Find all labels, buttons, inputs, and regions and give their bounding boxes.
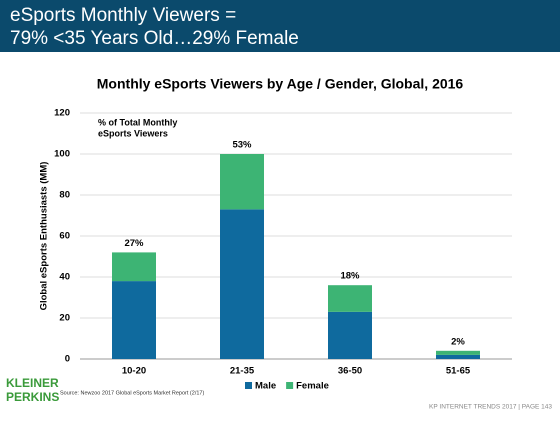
share-label: 53% [232, 140, 252, 151]
annotation: eSports Viewers [98, 128, 168, 138]
bar-segment [112, 252, 156, 282]
bar-segment [436, 354, 480, 359]
y-tick-label: 80 [59, 190, 70, 201]
x-tick-label: 21-35 [230, 366, 255, 377]
bar-segment [112, 281, 156, 359]
bar-segment [328, 285, 372, 312]
logo: KLEINER [6, 376, 59, 390]
legend-label: Male [255, 381, 276, 392]
y-axis-label: Global eSports Enthusiasts (MM) [39, 162, 50, 311]
chart-title: Monthly eSports Viewers by Age / Gender,… [97, 76, 464, 92]
y-tick-label: 0 [65, 354, 70, 365]
legend-swatch [286, 382, 294, 389]
page-footer: KP INTERNET TRENDS 2017 | PAGE 143 [429, 404, 552, 411]
y-tick-label: 40 [59, 272, 70, 283]
x-tick-label: 10-20 [122, 366, 146, 377]
bar-segment [220, 209, 264, 359]
bar-segment [220, 154, 264, 210]
share-label: 2% [451, 336, 465, 347]
legend-label: Female [296, 381, 329, 392]
header-title: eSports Monthly Viewers = [10, 5, 236, 26]
x-tick-label: 36-50 [338, 366, 362, 377]
legend-swatch [245, 382, 252, 389]
y-tick-label: 20 [59, 313, 70, 324]
bar-segment [328, 311, 372, 359]
header-title: 79% <35 Years Old…29% Female [10, 28, 299, 49]
header-bar [0, 0, 560, 52]
source: Source: Newzoo 2017 Global eSports Marke… [60, 390, 204, 396]
annotation: % of Total Monthly [98, 117, 177, 127]
logo: PERKINS [6, 390, 59, 404]
bar-segment [436, 350, 480, 355]
y-tick-label: 100 [54, 149, 70, 160]
share-label: 18% [340, 271, 360, 282]
y-tick-label: 120 [54, 108, 70, 119]
y-tick-label: 60 [59, 231, 70, 242]
x-tick-label: 51-65 [446, 366, 471, 377]
share-label: 27% [124, 238, 144, 249]
